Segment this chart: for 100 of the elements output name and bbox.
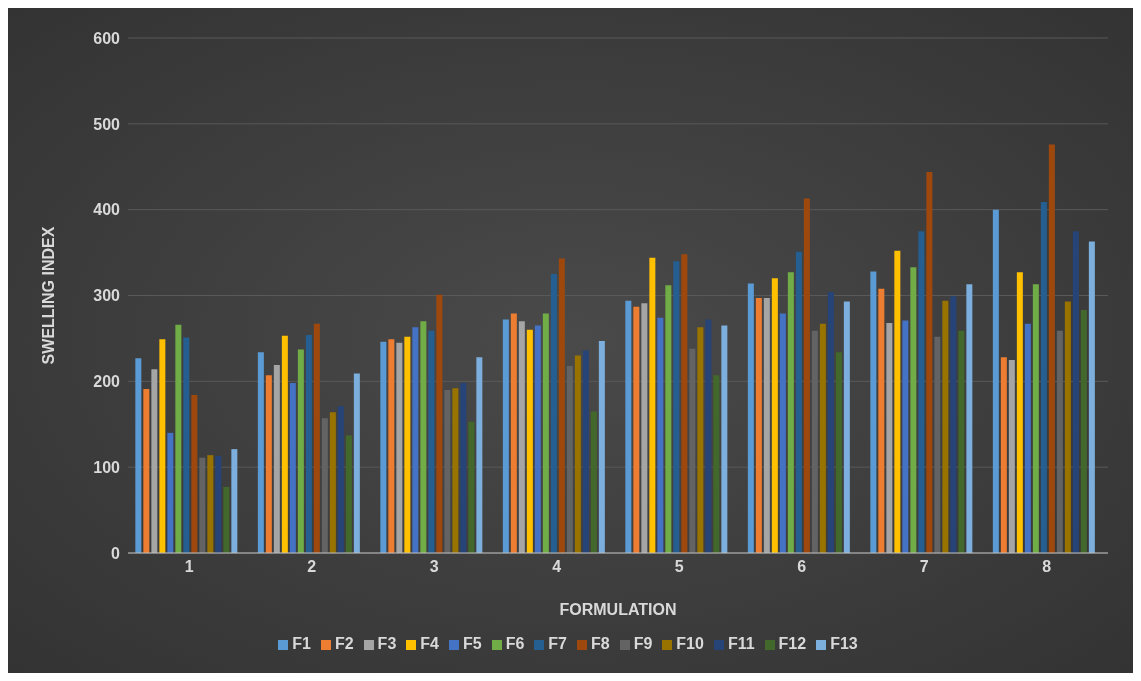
y-tick-label: 0 — [111, 544, 121, 562]
bar — [713, 375, 720, 553]
bar — [396, 342, 403, 553]
bar — [926, 171, 933, 553]
bar — [1008, 359, 1015, 553]
bar — [428, 330, 435, 553]
bar — [412, 327, 419, 553]
bar — [681, 254, 688, 553]
legend-label: F1 — [292, 635, 311, 652]
bar — [942, 300, 949, 553]
bar — [476, 357, 483, 553]
bar — [167, 432, 174, 553]
bar — [143, 389, 150, 553]
bar — [313, 323, 320, 553]
bar — [755, 298, 762, 553]
bar — [705, 319, 712, 553]
bar — [183, 337, 190, 553]
legend-label: F2 — [334, 635, 354, 652]
bar — [305, 334, 312, 553]
bar — [843, 301, 850, 553]
bar — [231, 449, 238, 553]
bar — [420, 321, 427, 553]
legend-label: F7 — [548, 635, 567, 652]
x-tick-label: 3 — [429, 558, 439, 576]
legend-label: F13 — [830, 635, 858, 652]
x-tick-label: 6 — [797, 558, 807, 576]
bar — [404, 336, 411, 553]
bar — [771, 278, 778, 553]
bar — [1072, 231, 1079, 553]
bar — [273, 365, 280, 553]
bar — [649, 257, 656, 553]
bar — [1016, 272, 1023, 553]
bar — [542, 313, 549, 553]
bar — [827, 292, 834, 553]
bar — [468, 421, 475, 553]
y-tick-label: 400 — [93, 201, 121, 219]
bar — [1088, 241, 1095, 553]
bar — [910, 267, 917, 553]
bar — [1024, 323, 1031, 553]
bar — [1000, 357, 1007, 553]
x-tick-label: 8 — [1042, 558, 1052, 576]
bar — [641, 303, 648, 553]
y-tick-label: 300 — [93, 287, 121, 305]
legend-label: F9 — [633, 635, 653, 652]
bar — [870, 271, 877, 553]
bar — [207, 455, 214, 553]
bar — [191, 395, 198, 553]
bar — [625, 300, 632, 553]
bar — [966, 284, 973, 553]
bar — [159, 339, 166, 553]
bar — [574, 355, 581, 553]
bar — [582, 350, 589, 553]
x-tick-label: 2 — [307, 558, 317, 576]
bar — [534, 325, 541, 553]
legend-label: F4 — [420, 635, 439, 652]
bar — [257, 352, 264, 553]
bar — [697, 327, 704, 553]
bar — [558, 258, 565, 553]
bar — [281, 335, 288, 553]
bar — [958, 330, 965, 553]
bar — [950, 296, 957, 553]
legend-label: F6 — [505, 635, 525, 652]
bar — [819, 323, 826, 553]
bar — [452, 388, 459, 553]
bar — [633, 306, 640, 553]
legend-label: F8 — [590, 635, 610, 652]
bar — [673, 261, 680, 553]
bar — [665, 285, 672, 553]
bar — [1032, 284, 1039, 553]
bar — [388, 339, 395, 553]
bar — [550, 274, 557, 553]
bar — [265, 375, 272, 553]
bar — [787, 272, 794, 553]
bar — [1064, 301, 1071, 553]
bar — [763, 298, 770, 553]
x-tick-label: 4 — [552, 558, 562, 576]
y-tick-label: 500 — [93, 115, 121, 133]
legend-label: F5 — [462, 635, 482, 652]
bar — [795, 251, 802, 553]
legend-label: F3 — [377, 635, 397, 652]
x-tick-label: 1 — [184, 558, 194, 576]
bar — [894, 250, 901, 553]
bar — [151, 369, 158, 553]
legend-label: F10 — [676, 635, 704, 652]
bar — [510, 313, 517, 553]
x-axis-title: FORMULATION — [559, 601, 677, 618]
legend-label: F11 — [727, 635, 755, 652]
y-tick-label: 200 — [93, 373, 121, 391]
y-axis-title: SWELLING INDEX — [39, 226, 57, 365]
bar — [135, 358, 142, 553]
bar — [329, 412, 336, 553]
bar — [1040, 201, 1047, 553]
bar — [502, 319, 509, 553]
y-tick-label: 600 — [93, 29, 121, 47]
bar — [289, 383, 296, 553]
bar — [918, 231, 925, 553]
y-tick-label: 100 — [93, 458, 121, 476]
x-tick-label: 5 — [674, 558, 684, 576]
bar — [223, 486, 230, 553]
legend-label: F12 — [778, 635, 807, 652]
